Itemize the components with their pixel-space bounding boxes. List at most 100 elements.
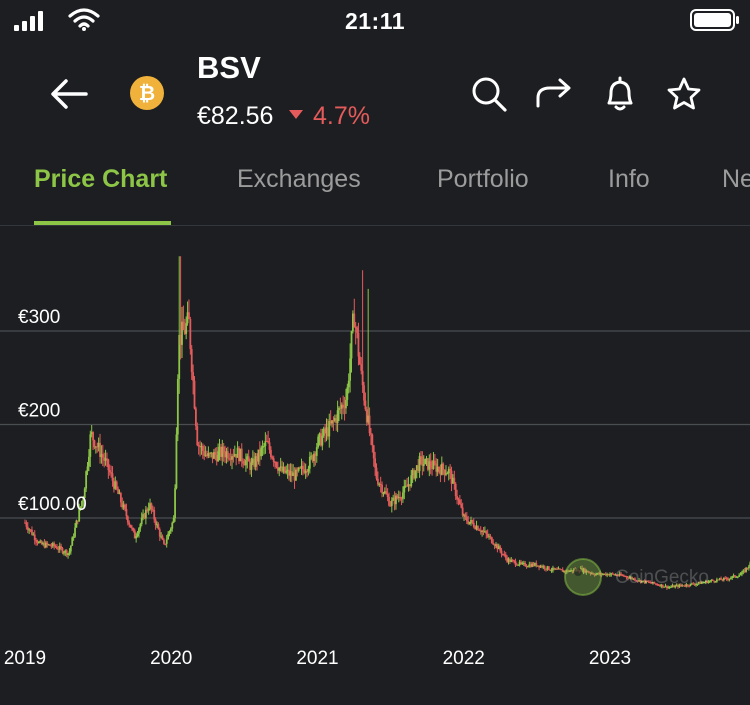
tab-exchanges[interactable]: Exchanges [237, 165, 361, 193]
candle-body [336, 410, 339, 423]
candle-body [106, 458, 108, 460]
candle-body [388, 496, 390, 506]
candle-body [479, 530, 482, 532]
candle-body [490, 537, 493, 543]
candle-body [734, 575, 736, 577]
candle-body [154, 519, 157, 526]
candle-body [63, 552, 65, 554]
candle-body [478, 530, 481, 532]
candle-body [139, 524, 142, 529]
candle-body [368, 415, 371, 434]
candle-body [513, 560, 515, 562]
tab-info[interactable]: Info [608, 165, 650, 193]
tab-price-chart[interactable]: Price Chart [34, 165, 168, 193]
tab-news[interactable]: Ne [722, 165, 750, 193]
candle-body [192, 372, 195, 381]
candle-body [274, 461, 276, 463]
candle-body [685, 584, 688, 586]
tab-portfolio[interactable]: Portfolio [437, 165, 529, 193]
candle-body [315, 447, 318, 456]
candle-body [329, 421, 332, 424]
candle-body [126, 516, 129, 523]
favorite-button[interactable] [662, 72, 706, 116]
candle-body [596, 573, 599, 575]
candle-body [276, 467, 279, 471]
candle-body [138, 528, 140, 534]
candle-body [47, 544, 50, 546]
candle-body [741, 572, 743, 575]
candle-body [372, 445, 375, 459]
candle-body [347, 380, 350, 388]
candle-body [496, 544, 499, 550]
candle-body [231, 456, 233, 460]
candle-body [181, 321, 183, 345]
search-button[interactable] [467, 72, 511, 116]
candle-body [488, 536, 490, 538]
candle-body [432, 460, 435, 469]
candle-body [158, 529, 161, 537]
candle-body [632, 578, 635, 580]
candle-body [450, 470, 453, 484]
candle-body [58, 546, 61, 550]
candle-body [381, 484, 383, 494]
candle-body [452, 477, 454, 484]
coin-logo: ₿ [130, 76, 164, 110]
candle-body [228, 458, 231, 460]
candle-body [68, 551, 71, 554]
candle-body [340, 404, 343, 409]
chart-grid [0, 330, 750, 519]
candle-body [552, 567, 554, 571]
candle-body [150, 503, 153, 510]
back-button[interactable] [48, 72, 92, 116]
candle-body [74, 527, 76, 537]
candle-body [299, 467, 301, 469]
candle-body [667, 587, 670, 589]
candle-body [714, 581, 717, 583]
candle-body [463, 514, 465, 516]
candle-body [210, 452, 213, 454]
candle-body [224, 453, 226, 458]
candle-body [351, 313, 354, 332]
candle-body [427, 458, 429, 470]
candle-body [301, 465, 304, 470]
candle-body [486, 533, 489, 537]
candle-body [129, 524, 132, 528]
candle-body [736, 576, 739, 578]
candle-body [258, 449, 261, 457]
candle-body [292, 472, 295, 476]
candle-body [606, 574, 609, 576]
alert-button[interactable] [598, 72, 642, 116]
candle-body [665, 585, 668, 589]
candle-body [215, 454, 218, 462]
candle-body [163, 539, 165, 544]
candle-body [203, 450, 206, 456]
share-button[interactable] [532, 72, 576, 116]
candle-body [238, 447, 240, 462]
candle-body [556, 568, 559, 570]
candle-body [706, 580, 709, 583]
candle-body [510, 559, 513, 562]
price-chart[interactable]: €100.00 €200 €300 2019 2020 2021 2022 2023 [0, 226, 750, 705]
candle-body [503, 554, 506, 556]
candle-body [56, 547, 58, 549]
candle-body [256, 456, 258, 462]
candle-body [609, 574, 611, 576]
candle-body [193, 380, 196, 409]
candle-body [453, 477, 456, 484]
candle-body [54, 546, 57, 548]
candle-body [628, 577, 631, 579]
candle-body [320, 433, 322, 446]
candle-body [379, 483, 382, 485]
candle-body [408, 484, 411, 487]
candle-body [627, 577, 629, 579]
candle-body [549, 569, 552, 571]
candle-body [597, 573, 600, 575]
candle-body [60, 546, 63, 549]
candle-body [585, 570, 588, 573]
candle-body [686, 584, 689, 586]
candle-body [293, 472, 296, 481]
candle-body [377, 478, 379, 485]
candle-body [64, 550, 67, 553]
candle-body [713, 580, 716, 582]
candle-body [175, 434, 178, 489]
